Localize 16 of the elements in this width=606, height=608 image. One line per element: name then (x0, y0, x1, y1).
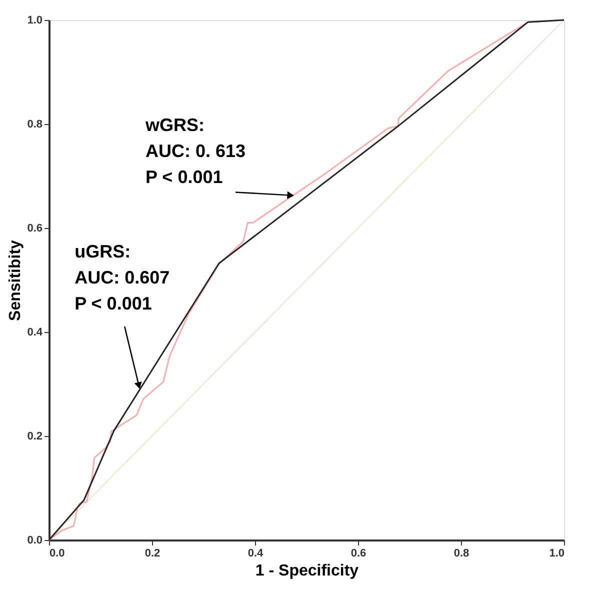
x-tick-label: 0.4 (248, 548, 264, 560)
x-tick-label: 0.0 (50, 548, 65, 560)
x-tick-label: 0.2 (144, 548, 160, 560)
y-tick-label: 0.6 (27, 222, 42, 234)
y-tick-label: 1.0 (27, 14, 42, 26)
y-tick-label: 0.2 (27, 430, 42, 442)
y-axis-title: Sensitibity (7, 240, 24, 321)
y-tick-label: 0.0 (27, 534, 42, 546)
x-tick-label: 0.8 (454, 548, 470, 560)
y-tick-label: 0.8 (27, 118, 42, 130)
x-axis-title: 1 - Specificity (255, 562, 359, 580)
y-tick-label: 0.4 (27, 326, 44, 338)
x-tick-label: 0.6 (350, 548, 366, 560)
annotation: wGRS: AUC: 0. 613 P < 0.001 (144, 115, 246, 188)
x-tick-label: 1.0 (549, 548, 564, 560)
annotation: uGRS: AUC: 0.607 P < 0.001 (74, 242, 170, 314)
